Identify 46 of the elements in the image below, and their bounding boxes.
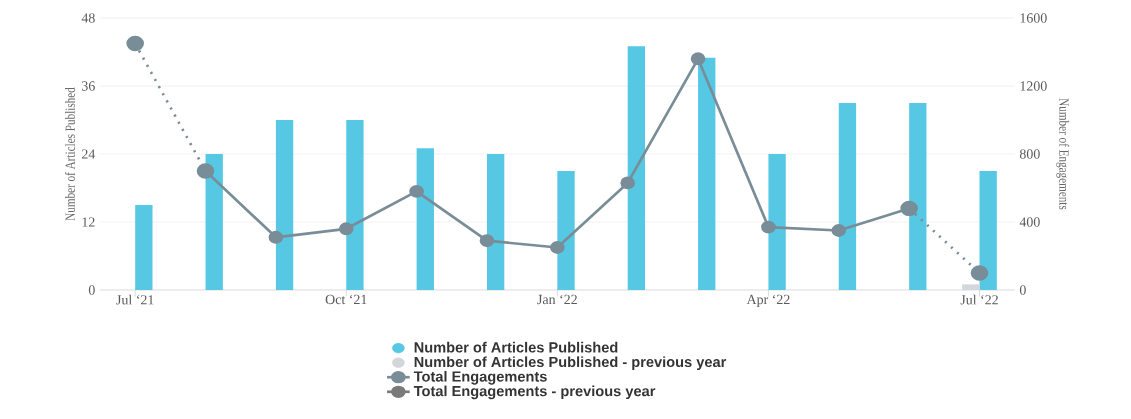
bar — [416, 148, 434, 290]
bar — [135, 205, 153, 290]
bar — [909, 103, 927, 290]
x-tick-label: Jan ‘22 — [537, 294, 577, 305]
legend-label: Total Engagements - previous year — [413, 385, 656, 400]
bar — [838, 103, 857, 290]
y2-tick-label: 800 — [1019, 149, 1040, 159]
y-tick-label: 12 — [82, 217, 95, 227]
point — [550, 241, 565, 254]
point — [831, 224, 847, 237]
y2-tick-label: 0 — [1019, 285, 1026, 295]
x-tick-label: Apr ‘22 — [746, 294, 790, 307]
bar — [275, 120, 294, 290]
y-tick-label: 24 — [81, 149, 96, 159]
point — [761, 220, 776, 234]
y2-tick-label: 1200 — [1020, 81, 1047, 91]
bar — [698, 57, 716, 290]
bar — [346, 120, 364, 290]
bar — [768, 154, 786, 290]
x-tick-label: Oct ‘21 — [325, 294, 367, 305]
y-axis-title: Number of Articles Published — [64, 87, 75, 221]
y-tick-label: 0 — [88, 285, 95, 295]
point — [479, 234, 495, 248]
x-tick-label: Jul ‘22 — [960, 294, 998, 305]
y2-tick-label: 400 — [1019, 217, 1040, 227]
point — [620, 176, 636, 190]
x-tick-label: Jul ‘21 — [116, 294, 154, 305]
y2-tick-label: 1600 — [1020, 13, 1047, 23]
point — [970, 265, 989, 281]
legend-label: Total Engagements — [413, 370, 547, 385]
bar — [962, 284, 980, 290]
point — [338, 222, 354, 236]
point — [690, 52, 706, 66]
bar — [557, 171, 575, 290]
legend-label: Number of Articles Published - previous year — [414, 356, 727, 370]
y2-axis-title: Number of Engagements — [1056, 98, 1070, 210]
point — [268, 230, 284, 244]
legend-label: Number of Articles Published — [414, 341, 618, 353]
bar — [979, 171, 997, 290]
point — [409, 184, 424, 198]
point — [126, 35, 144, 52]
y-tick-label: 36 — [82, 81, 95, 91]
y-tick-label: 48 — [81, 13, 95, 23]
bar — [627, 46, 646, 290]
bar — [205, 154, 223, 290]
bar — [486, 154, 505, 290]
